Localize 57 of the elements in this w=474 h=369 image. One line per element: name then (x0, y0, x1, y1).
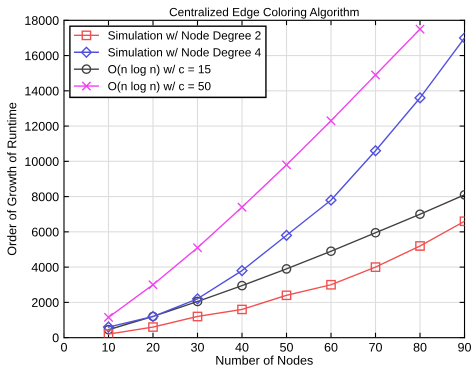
x-tick-label: 70 (369, 342, 382, 352)
point (370, 228, 380, 238)
y-tick-label: 8000 (32, 192, 59, 202)
x-tick-label: 90 (458, 342, 471, 352)
point (102, 321, 114, 333)
x-tick-label: 40 (235, 342, 248, 352)
y-tick-label: 0 (52, 333, 59, 342)
point (415, 241, 425, 251)
x-tick-label: 50 (280, 342, 293, 352)
point (326, 280, 336, 290)
legend-label: O(n log n) w/ c = 15 (108, 64, 211, 76)
point (192, 293, 204, 304)
point (415, 209, 425, 220)
y-tick-label: 18000 (25, 16, 59, 25)
point (192, 296, 202, 306)
y-tick-label: 12000 (25, 122, 59, 131)
y-tick-label: 4000 (32, 262, 59, 272)
point (282, 160, 292, 170)
point (236, 265, 248, 276)
y-tick-label: 16000 (25, 51, 59, 60)
point (282, 264, 292, 274)
point (148, 280, 158, 290)
point (326, 116, 336, 126)
x-tick-label: 80 (414, 342, 426, 352)
legend-label: Simulation w/ Node Degree 4 (108, 48, 261, 59)
y-tick-label: 6000 (32, 228, 59, 237)
point (192, 242, 202, 253)
point (104, 329, 114, 338)
x-tick-label: 60 (324, 342, 338, 352)
point (325, 194, 337, 206)
y-tick-label: 10000 (25, 157, 59, 166)
point (326, 246, 336, 256)
x-tick-label: 10 (102, 342, 115, 352)
point (280, 230, 292, 241)
y-axis-title: Order of Growth of Runtime (7, 102, 16, 256)
legend-label: Simulation w/ Node Degree 2 (108, 30, 261, 42)
x-tick-label: 20 (146, 342, 160, 352)
legend-label: O(n log n) w/ c = 50 (108, 82, 211, 93)
y-tick-label: 14000 (25, 86, 59, 96)
point (237, 202, 247, 212)
point (282, 290, 292, 300)
point (104, 312, 114, 322)
point (237, 280, 247, 290)
point (237, 304, 247, 314)
point (415, 24, 425, 34)
point (104, 324, 114, 335)
point (148, 322, 158, 332)
point (370, 145, 382, 156)
point (414, 92, 426, 104)
point (370, 262, 380, 272)
chart-title: Centralized Edge Coloring Algorithm (170, 8, 359, 19)
y-tick-label: 2000 (32, 298, 59, 308)
x-axis-title: Number of Nodes (216, 356, 313, 365)
x-tick-label: 0 (61, 342, 67, 352)
point (370, 70, 380, 80)
x-tick-label: 30 (191, 342, 204, 352)
point (192, 312, 202, 322)
